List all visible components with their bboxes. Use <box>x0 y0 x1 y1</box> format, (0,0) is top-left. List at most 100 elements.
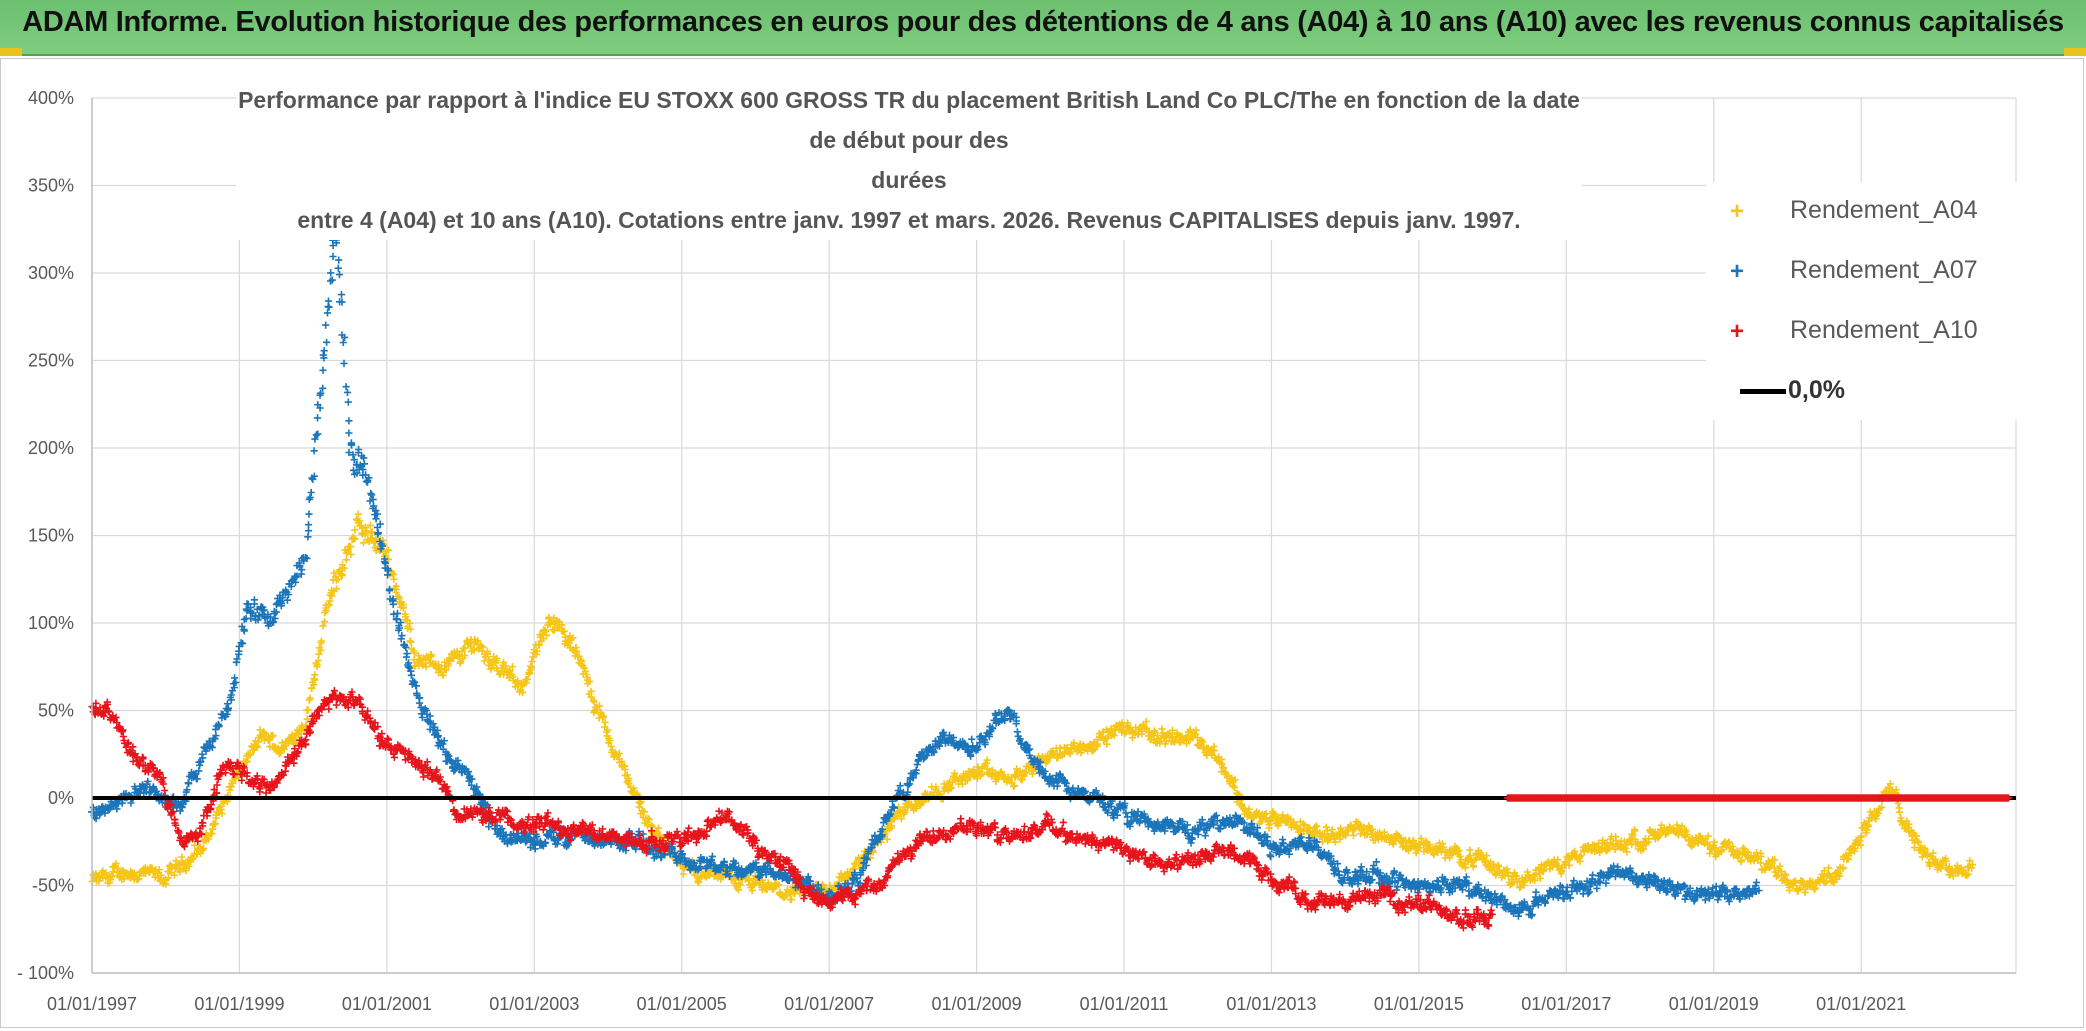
data-point-a04 <box>963 777 971 785</box>
data-point-a04 <box>573 648 581 656</box>
data-point-a04 <box>439 671 447 679</box>
data-point-a07 <box>343 388 352 396</box>
data-point-a04 <box>280 745 288 753</box>
data-point-a04 <box>315 650 323 658</box>
data-point-a04 <box>748 887 756 895</box>
data-point-a04 <box>368 528 376 536</box>
data-point-a04 <box>406 637 414 645</box>
data-point-a04 <box>533 647 541 655</box>
data-point-a04 <box>543 631 551 639</box>
banner-corner-right <box>2064 48 2086 56</box>
data-point-a07 <box>968 735 976 743</box>
data-point-a07 <box>320 347 328 355</box>
data-point-a04 <box>326 597 334 605</box>
data-point-a04 <box>427 653 435 661</box>
series-a07 <box>88 203 1763 920</box>
data-point-a04 <box>461 644 469 652</box>
data-point-a04 <box>1895 808 1904 816</box>
data-point-a04 <box>1349 831 1358 839</box>
data-point-a04 <box>200 844 208 853</box>
data-point-a04 <box>334 575 342 583</box>
data-point-a04 <box>354 510 362 518</box>
data-point-a04 <box>320 618 329 626</box>
data-point-a07 <box>231 674 239 682</box>
series-layer <box>88 203 1977 932</box>
data-point-a04 <box>253 743 261 751</box>
data-point-a04 <box>969 766 978 774</box>
data-point-a04 <box>347 550 355 558</box>
data-point-a04 <box>483 650 492 658</box>
data-point-a04 <box>506 667 514 675</box>
series-a10 <box>88 687 1496 932</box>
data-point-a04 <box>101 870 109 878</box>
data-point-a04 <box>745 877 753 885</box>
data-point-a07 <box>339 338 347 347</box>
data-point-a04 <box>951 769 959 777</box>
data-point-a04 <box>577 657 586 665</box>
data-point-a04 <box>654 824 662 832</box>
data-point-a04 <box>585 678 594 686</box>
data-point-a04 <box>958 780 966 788</box>
data-point-a04 <box>340 564 348 572</box>
data-point-a04 <box>595 702 604 710</box>
data-point-a04 <box>351 526 359 534</box>
data-point-a04 <box>366 521 374 529</box>
data-point-a04 <box>407 625 415 633</box>
data-point-a04 <box>606 736 614 745</box>
banner-corner-left <box>0 48 22 56</box>
data-point-a04 <box>974 763 982 771</box>
data-point-a07 <box>305 510 313 518</box>
data-point-a04 <box>589 696 597 704</box>
data-point-a04 <box>625 775 633 783</box>
data-point-a04 <box>947 784 955 792</box>
data-point-a04 <box>311 671 319 679</box>
data-point-a07 <box>323 309 332 317</box>
data-point-a04 <box>532 651 540 659</box>
data-point-a04 <box>623 771 631 779</box>
data-point-a07 <box>307 488 315 497</box>
data-point-a04 <box>480 657 488 665</box>
data-point-a04 <box>189 855 197 863</box>
data-point-a04 <box>191 841 199 849</box>
data-point-a07 <box>415 699 424 707</box>
data-point-a07 <box>319 366 327 374</box>
data-point-a04 <box>1022 768 1030 777</box>
data-point-a04 <box>1029 767 1037 775</box>
data-point-a04 <box>120 875 128 883</box>
data-point-a04 <box>384 546 392 554</box>
data-point-a04 <box>493 654 501 663</box>
data-point-a04 <box>342 556 350 564</box>
data-point-a07 <box>304 521 313 529</box>
data-point-a04 <box>527 662 535 670</box>
data-point-a04 <box>501 662 509 670</box>
data-point-a04 <box>185 862 193 870</box>
data-point-a04 <box>528 657 536 666</box>
data-point-a04 <box>361 531 369 539</box>
data-point-a04 <box>367 529 375 537</box>
data-point-a04 <box>302 721 310 729</box>
data-point-a04 <box>461 652 469 660</box>
data-point-a04 <box>422 663 430 671</box>
data-point-a04 <box>645 816 653 824</box>
data-point-a07 <box>342 383 350 391</box>
data-point-a04 <box>444 661 452 670</box>
data-point-a04 <box>1018 776 1026 784</box>
data-point-a04 <box>333 585 341 593</box>
data-point-a04 <box>246 750 254 758</box>
data-point-a04 <box>679 870 687 878</box>
data-point-a04 <box>305 696 313 704</box>
data-point-a04 <box>856 860 864 868</box>
data-point-a07 <box>372 515 380 523</box>
data-point-a04 <box>558 621 566 629</box>
data-point-a04 <box>535 641 543 649</box>
data-point-a04 <box>102 869 110 877</box>
data-point-a04 <box>527 664 536 672</box>
data-point-a04 <box>541 628 550 636</box>
data-point-a04 <box>406 619 414 627</box>
data-point-a04 <box>644 814 652 822</box>
data-point-a04 <box>252 742 260 750</box>
data-point-a04 <box>946 785 954 793</box>
data-point-a07 <box>323 338 331 346</box>
data-point-a04 <box>108 872 116 880</box>
data-point-a04 <box>229 779 237 787</box>
